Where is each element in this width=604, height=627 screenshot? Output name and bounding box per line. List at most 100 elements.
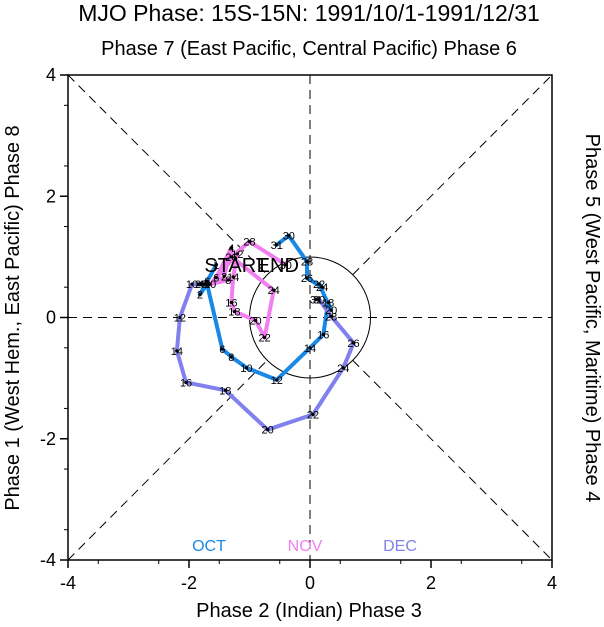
day-label-oct: 28 — [301, 257, 313, 269]
day-label-dec: 14 — [171, 346, 183, 358]
guide-diagonal — [67, 360, 268, 561]
chart-title: MJO Phase: 15S-15N: 1991/10/1-1991/12/31 — [78, 0, 540, 26]
day-label-nov: 30 — [280, 260, 292, 272]
day-label-oct: 26 — [301, 273, 313, 285]
day-label-oct: 30 — [283, 231, 295, 243]
series-point-oct — [244, 366, 249, 370]
series-point-dec — [202, 282, 206, 286]
day-label-dec: 16 — [180, 377, 192, 389]
series-point-oct — [275, 243, 279, 247]
end-label: END — [257, 255, 299, 277]
series-point-nov — [263, 335, 267, 340]
y-tick-label: 4 — [46, 65, 56, 85]
series-point-dec — [196, 282, 200, 286]
day-label-oct: 1 — [213, 260, 219, 272]
y-tick-label: -2 — [40, 429, 56, 449]
day-label-oct: 14 — [304, 343, 316, 355]
day-label-dec: 22 — [307, 410, 319, 422]
series-point-dec — [175, 349, 179, 353]
day-label-nov: 26 — [225, 252, 237, 264]
x-tick-label: -2 — [181, 573, 197, 593]
series-point-oct — [320, 285, 324, 289]
phase-guides — [67, 74, 553, 561]
series-point-dec — [199, 282, 203, 286]
x-tick-label: 2 — [426, 573, 436, 593]
series-point-dec — [317, 297, 321, 301]
day-label-nov: 6 — [213, 272, 219, 284]
day-label-oct: 20 — [325, 305, 337, 317]
series-layer — [174, 233, 356, 432]
legend-dec: DEC — [383, 538, 417, 555]
series-point-nov — [272, 288, 276, 292]
series-point-nov — [235, 252, 239, 256]
day-label-oct: 10 — [240, 363, 252, 375]
series-point-nov — [253, 318, 258, 323]
series-point-dec — [184, 380, 188, 384]
day-label-dec: 10 — [186, 279, 198, 291]
series-point-nov — [226, 278, 230, 282]
month-legend: OCT NOV DEC — [192, 538, 417, 555]
day-label-oct: 12 — [271, 375, 283, 387]
guide-diagonal — [352, 360, 553, 561]
series-point-nov — [232, 309, 236, 314]
day-label-dec: 6 — [204, 276, 210, 288]
series-point-dec — [266, 428, 270, 432]
day-label-nov: 22 — [259, 333, 271, 345]
day-label-dec: 2 — [195, 279, 201, 291]
day-label-oct: 18 — [322, 297, 334, 309]
day-label-dec: 26 — [347, 338, 359, 350]
series-point-nov — [222, 274, 226, 278]
day-label-nov: 28 — [243, 237, 255, 249]
series-point-oct — [287, 234, 291, 238]
x-tick-label: 4 — [547, 573, 557, 593]
series-point-oct — [229, 355, 233, 359]
day-label-oct: 2 — [197, 289, 203, 301]
series-point-nov — [208, 282, 212, 286]
series-point-dec — [341, 366, 345, 370]
y-axis-label-right: Phase 5 (West Pacific, Maritime) Phase 4 — [581, 134, 603, 503]
day-label-oct: 6 — [219, 344, 225, 356]
top-axis-label: Phase 7 (East Pacific, Central Pacific) … — [101, 38, 517, 60]
series-point-dec — [223, 388, 227, 392]
series-point-nov — [247, 240, 252, 244]
day-label-oct: 16 — [317, 329, 329, 341]
series-point-nov — [231, 275, 235, 279]
start-end-markers: START END — [204, 255, 299, 277]
y-tick-label: 2 — [46, 186, 56, 206]
series-point-oct — [308, 346, 312, 350]
day-label-oct: 22 — [313, 279, 325, 291]
series-point-oct — [305, 260, 309, 264]
legend-nov: NOV — [288, 538, 323, 555]
day-label-dec: 31 — [310, 294, 322, 306]
series-line-dec — [174, 279, 356, 432]
day-label-nov: 12 — [231, 249, 243, 261]
day-label-nov: 4 — [228, 243, 234, 255]
day-label-dec: 12 — [174, 313, 186, 325]
x-axis-label: Phase 2 (Indian) Phase 3 — [196, 600, 422, 622]
series-point-dec — [178, 315, 182, 320]
series-point-dec — [351, 341, 356, 345]
day-label-oct: 4 — [204, 279, 210, 291]
legend-oct: OCT — [192, 538, 226, 555]
x-tick-label: 0 — [305, 573, 315, 593]
guide-diagonal — [67, 74, 268, 275]
series-point-oct — [317, 282, 321, 286]
y-tick-label: -4 — [40, 550, 56, 570]
start-label: START — [204, 255, 268, 277]
day-label-nov: 2 — [221, 271, 227, 283]
series-point-nov — [229, 255, 233, 259]
day-label-nov: 14 — [227, 272, 239, 284]
y-tick-label: 0 — [46, 308, 56, 328]
series-point-nov — [229, 246, 233, 250]
series-point-oct — [321, 332, 325, 337]
series-point-oct — [326, 300, 330, 304]
day-label-oct: 8 — [228, 352, 234, 364]
day-label-nov: 24 — [268, 285, 280, 297]
day-label-dec: 20 — [262, 425, 274, 437]
day-label-nov: 20 — [249, 316, 261, 328]
series-point-oct — [329, 308, 333, 312]
series-point-oct — [214, 263, 218, 267]
day-label-dec: 24 — [337, 363, 349, 375]
